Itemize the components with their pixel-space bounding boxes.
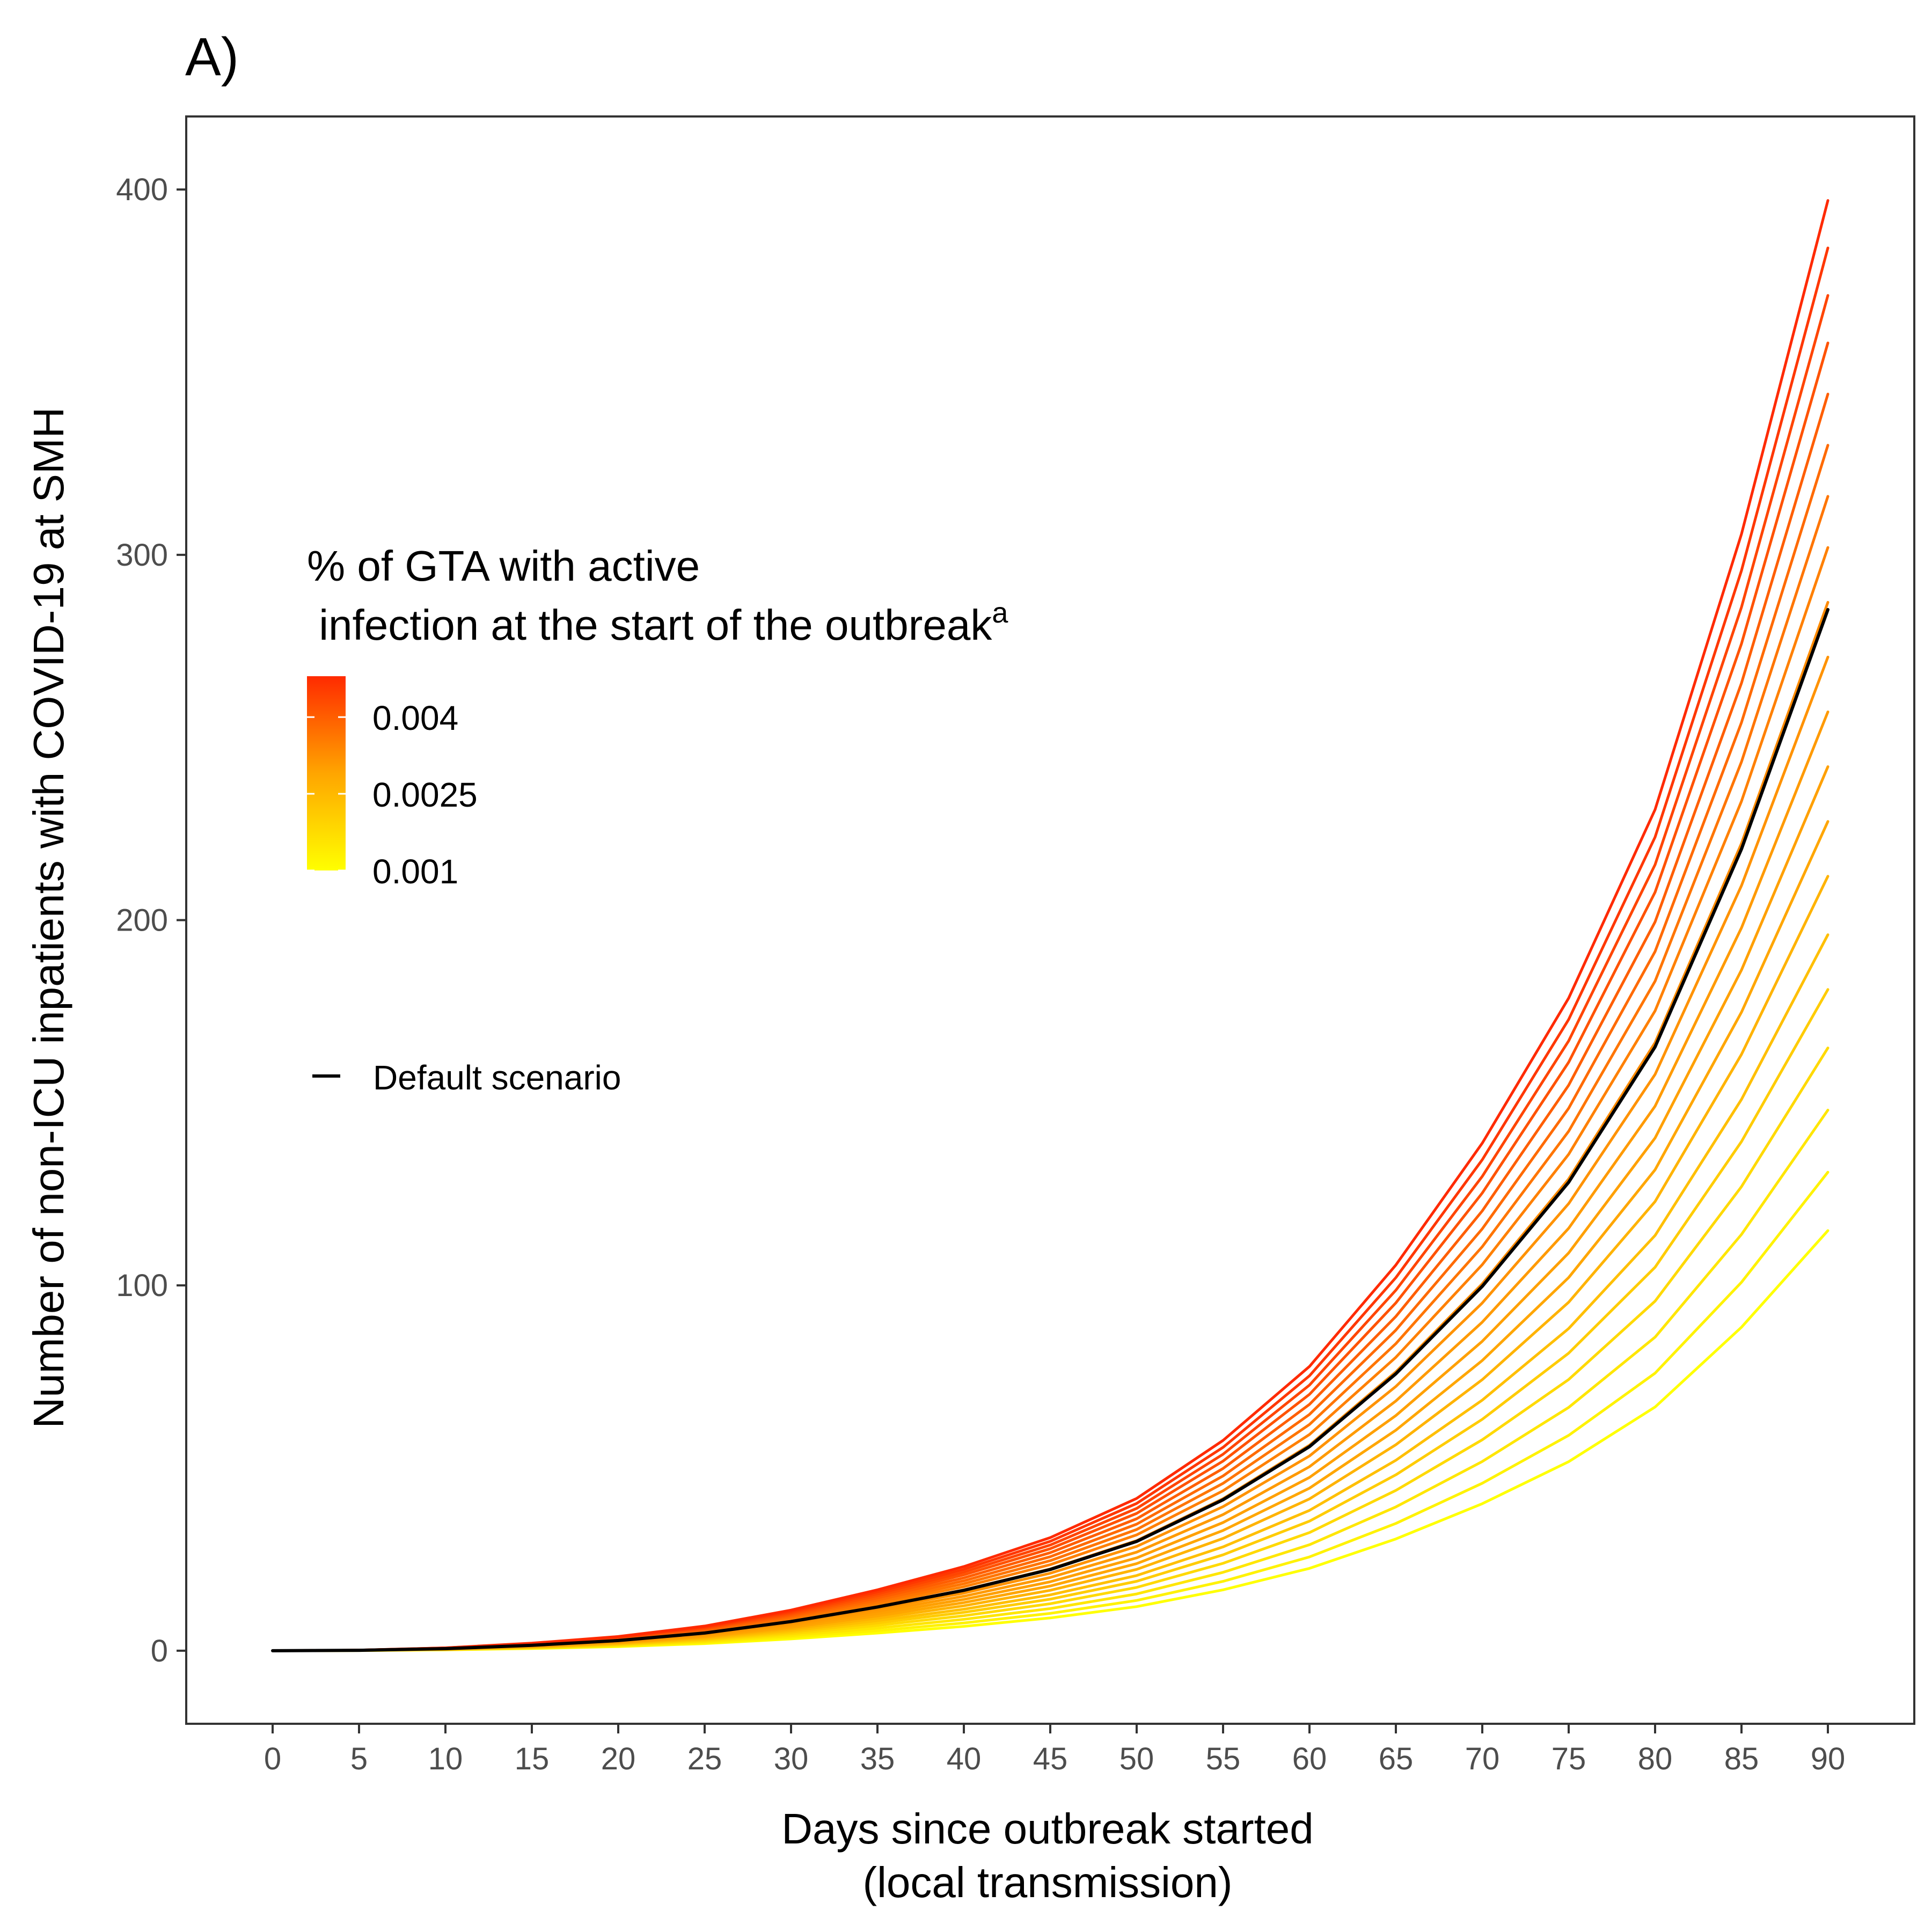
x-tick-label: 65 bbox=[1379, 1741, 1414, 1776]
series-line-0 bbox=[271, 1229, 1829, 1652]
legend-title-line2-text: infection at the start of the outbreak bbox=[307, 601, 992, 649]
series-line-17 bbox=[271, 294, 1829, 1652]
y-tick-label: 200 bbox=[116, 903, 168, 938]
x-tick-label: 5 bbox=[350, 1741, 368, 1776]
legend-colorbar bbox=[307, 676, 346, 870]
colorbar-label: 0.001 bbox=[372, 852, 458, 891]
series-line-9 bbox=[271, 711, 1829, 1652]
legend-colorbar-ticks bbox=[307, 716, 346, 872]
x-tick-label: 75 bbox=[1552, 1741, 1586, 1776]
series-line-10 bbox=[271, 655, 1829, 1652]
y-axis-title: Number of non-ICU inpatients with COVID-… bbox=[25, 407, 72, 1429]
x-axis-title-line1: Days since outbreak started bbox=[781, 1805, 1314, 1853]
series-line-19 bbox=[271, 199, 1829, 1652]
x-tick-label: 25 bbox=[687, 1741, 722, 1776]
y-axis-ticks: 0 100 200 300 400 bbox=[116, 172, 186, 1668]
panel-label: A) bbox=[185, 27, 239, 87]
colorbar-label: 0.0025 bbox=[372, 775, 478, 814]
x-axis-title-line2: (local transmission) bbox=[862, 1858, 1232, 1906]
y-tick-label: 300 bbox=[116, 538, 168, 573]
x-tick-label: 80 bbox=[1638, 1741, 1673, 1776]
series-line-6 bbox=[271, 875, 1829, 1652]
x-tick-label: 90 bbox=[1811, 1741, 1846, 1776]
y-tick-label: 0 bbox=[151, 1634, 168, 1668]
legend-title-superscript: a bbox=[992, 597, 1008, 629]
x-tick-label: 40 bbox=[947, 1741, 982, 1776]
x-tick-label: 70 bbox=[1465, 1741, 1500, 1776]
x-tick-label: 45 bbox=[1033, 1741, 1068, 1776]
x-tick-label: 50 bbox=[1119, 1741, 1154, 1776]
x-tick-label: 35 bbox=[860, 1741, 895, 1776]
series-line-default bbox=[271, 608, 1829, 1652]
x-tick-label: 0 bbox=[264, 1741, 281, 1776]
colorbar-label: 0.004 bbox=[372, 699, 458, 737]
x-tick-label: 20 bbox=[601, 1741, 636, 1776]
series-line-16 bbox=[271, 341, 1829, 1652]
legend-title-line2: infection at the start of the outbreaka bbox=[307, 597, 1008, 649]
series-line-7 bbox=[271, 820, 1829, 1652]
series-line-11 bbox=[271, 601, 1829, 1652]
series-line-8 bbox=[271, 765, 1829, 1652]
x-tick-label: 30 bbox=[774, 1741, 809, 1776]
y-tick-label: 100 bbox=[116, 1268, 168, 1303]
x-tick-label: 85 bbox=[1724, 1741, 1759, 1776]
series-lines bbox=[271, 199, 1829, 1652]
series-line-12 bbox=[271, 546, 1829, 1652]
x-tick-label: 55 bbox=[1206, 1741, 1241, 1776]
series-line-18 bbox=[271, 246, 1829, 1652]
x-axis-ticks: 0 5 10 15 20 25 30 35 40 45 50 55 60 65 70 75 80 85 90 bbox=[264, 1724, 1845, 1776]
legend-default-label: Default scenario bbox=[373, 1058, 621, 1097]
x-tick-label: 60 bbox=[1292, 1741, 1327, 1776]
x-tick-label: 10 bbox=[428, 1741, 463, 1776]
legend-title-line1: % of GTA with active bbox=[307, 542, 700, 590]
legend: % of GTA with active infection at the st… bbox=[307, 542, 1008, 1097]
legend-colorbar-labels: 0.004 0.0025 0.001 bbox=[372, 699, 478, 891]
y-tick-label: 400 bbox=[116, 172, 168, 207]
series-line-5 bbox=[271, 933, 1829, 1652]
x-tick-label: 15 bbox=[515, 1741, 550, 1776]
